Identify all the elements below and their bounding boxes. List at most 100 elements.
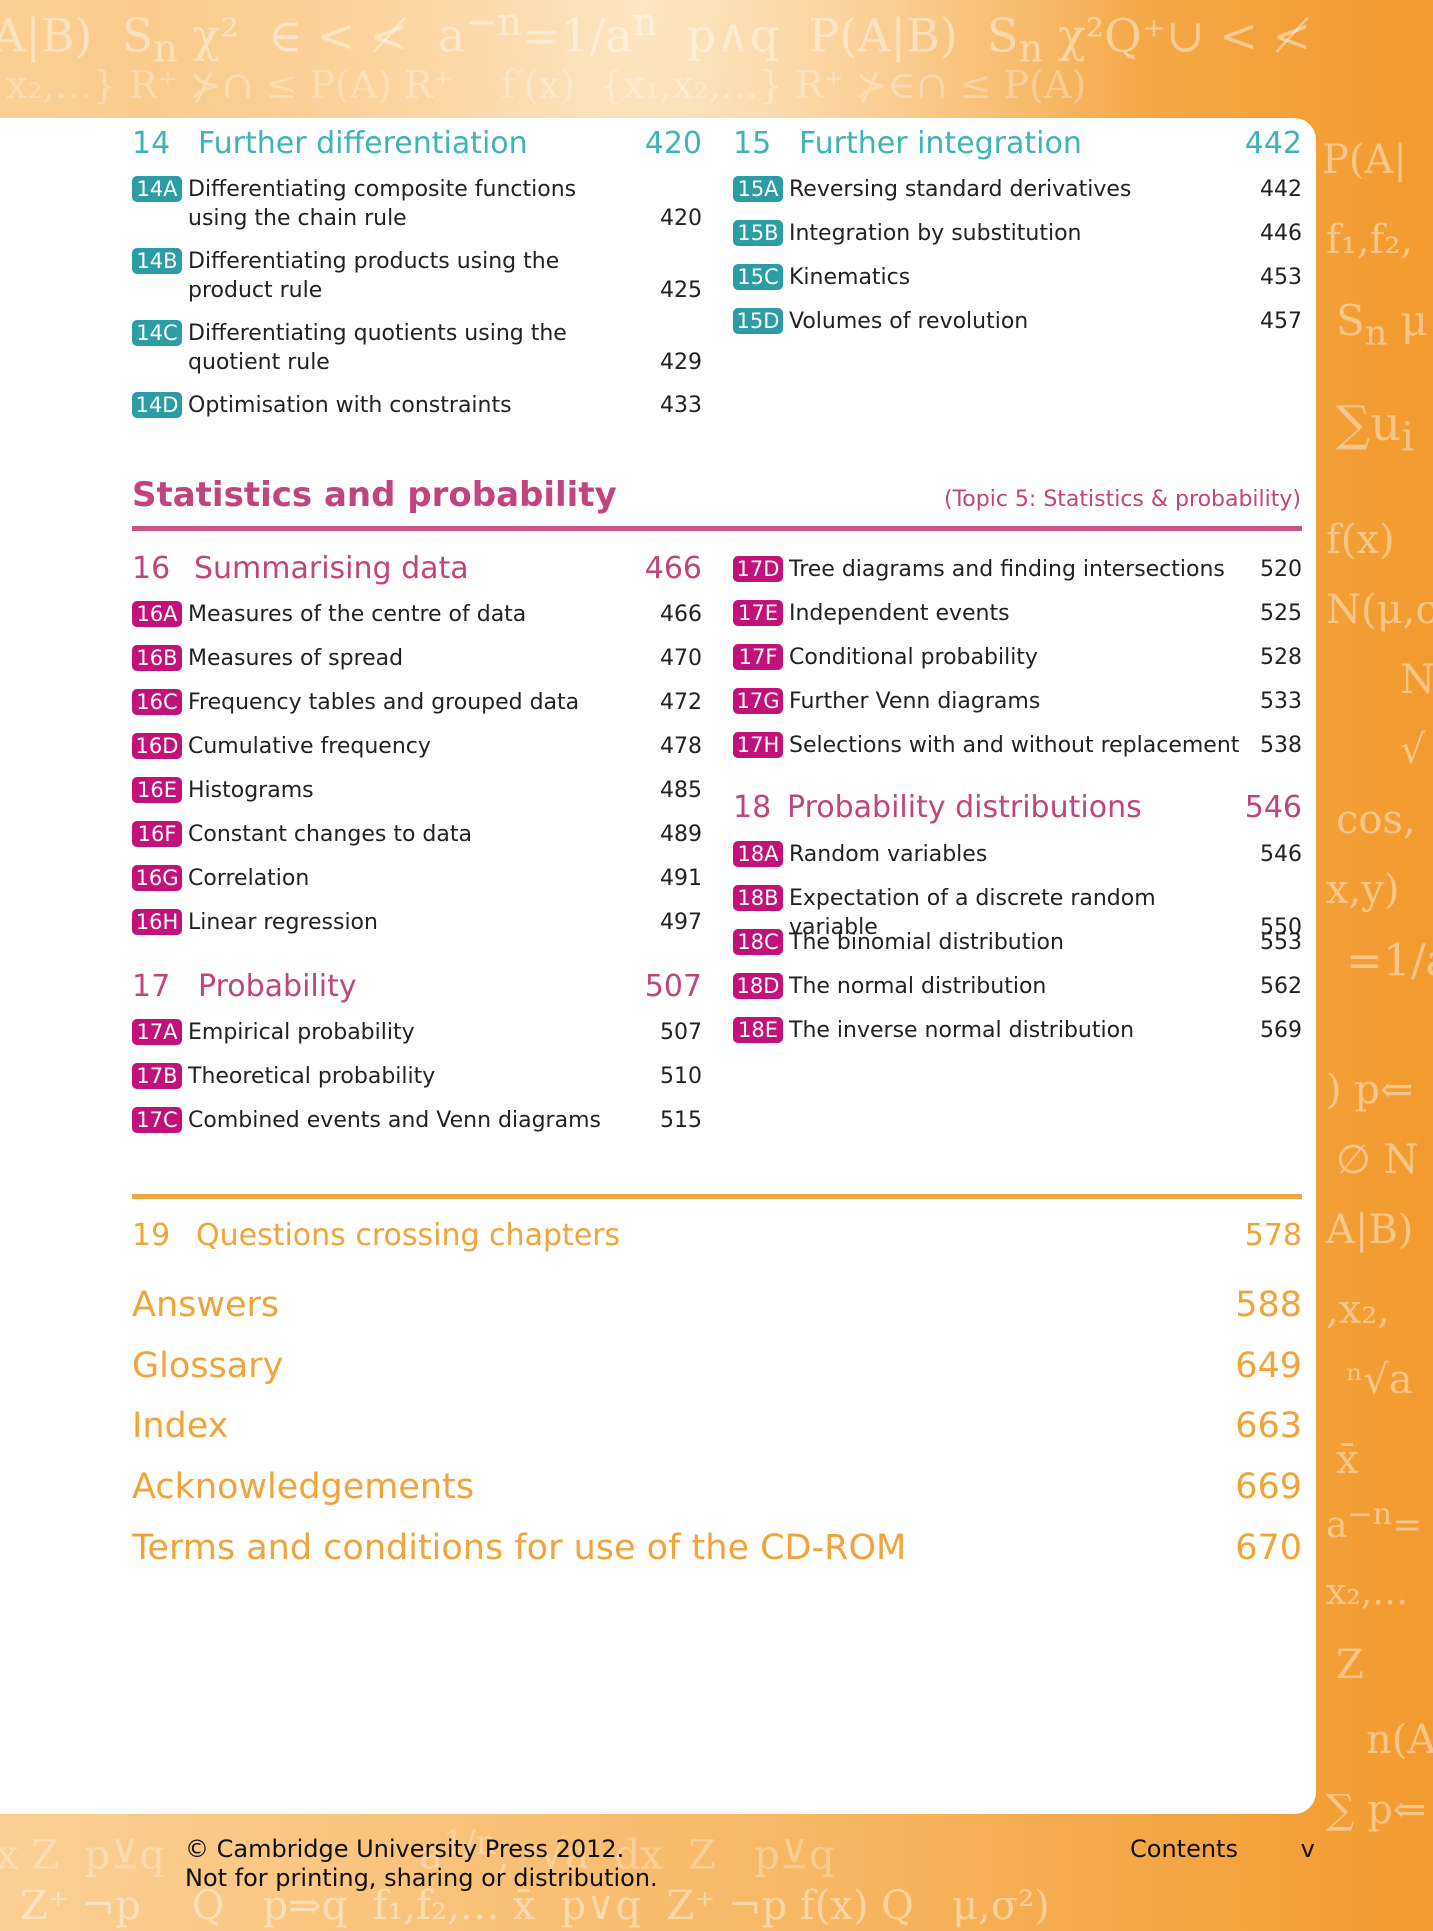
entry-title: Differentiating products using the produ… [188, 249, 560, 303]
entry-page: 510 [660, 1064, 702, 1089]
toc-entry-16d[interactable]: 16D Cumulative frequency 478 [132, 732, 702, 761]
toc-entry-15d[interactable]: 15D Volumes of revolution 457 [733, 307, 1302, 336]
chapter-title: Further integration [799, 126, 1082, 161]
entry-title: Volumes of revolution [789, 309, 1029, 334]
section-code-badge: 16C [132, 689, 182, 715]
toc-entry-14c[interactable]: 14C Differentiating quotients using the q… [132, 319, 702, 377]
section-code-badge: 16E [132, 777, 182, 803]
chapter-number: 19 [132, 1218, 171, 1253]
chapter-title: Summarising data [194, 551, 469, 586]
backmatter-page: 588 [1235, 1285, 1302, 1325]
toc-entry-16b[interactable]: 16B Measures of spread 470 [132, 644, 702, 673]
section-code-badge: 16F [132, 821, 182, 847]
backmatter-index[interactable]: Index 663 [132, 1409, 1302, 1444]
toc-entry-17f[interactable]: 17F Conditional probability 528 [733, 643, 1302, 672]
entry-title: Selections with and without replacement [789, 733, 1240, 758]
backmatter-glossary[interactable]: Glossary 649 [132, 1349, 1302, 1384]
distribution-notice: Not for printing, sharing or distributio… [185, 1864, 658, 1892]
backmatter-acknowledgements[interactable]: Acknowledgements 669 [132, 1470, 1302, 1505]
chapter-19-heading[interactable]: 19 Questions crossing chapters 578 [132, 1221, 1302, 1251]
section-code-badge: 17D [733, 556, 783, 582]
chapter-16-heading[interactable]: 16 Summarising data 466 [132, 554, 702, 584]
toc-entry-16g[interactable]: 16G Correlation 491 [132, 864, 702, 893]
toc-entry-17h[interactable]: 17H Selections with and without replaceme… [733, 731, 1302, 760]
entry-page: 515 [660, 1108, 702, 1133]
entry-page: 520 [1260, 557, 1302, 582]
toc-entry-14d[interactable]: 14D Optimisation with constraints 433 [132, 391, 702, 420]
chapter-18-heading[interactable]: 18 Probability distributions 546 [733, 793, 1302, 823]
entry-page: 470 [660, 646, 702, 671]
running-head: Contents [1130, 1835, 1238, 1863]
toc-entry-15a[interactable]: 15A Reversing standard derivatives 442 [733, 175, 1302, 204]
entry-page: 420 [660, 206, 702, 231]
chapter-17-heading[interactable]: 17 Probability 507 [132, 972, 702, 1002]
chapter-number: 18 [733, 790, 772, 825]
section-code-badge: 18C [733, 929, 783, 955]
entry-title: Measures of spread [188, 646, 404, 671]
backmatter-title: Acknowledgements [132, 1467, 475, 1507]
entry-page: 546 [1260, 842, 1302, 867]
entry-title: Differentiating composite functions usin… [188, 177, 577, 231]
section-code-badge: 17B [132, 1063, 182, 1089]
chapter-title: Probability [198, 969, 357, 1004]
toc-entry-16e[interactable]: 16E Histograms 485 [132, 776, 702, 805]
toc-entry-18d[interactable]: 18D The normal distribution 562 [733, 972, 1302, 1001]
toc-entry-18e[interactable]: 18E The inverse normal distribution 569 [733, 1016, 1302, 1045]
entry-page: 466 [660, 602, 702, 627]
entry-title: Further Venn diagrams [789, 689, 1041, 714]
toc-entry-16a[interactable]: 16A Measures of the centre of data 466 [132, 600, 702, 629]
backmatter-divider [132, 1194, 1302, 1199]
backmatter-answers[interactable]: Answers 588 [132, 1288, 1302, 1323]
toc-entry-17a[interactable]: 17A Empirical probability 507 [132, 1018, 702, 1047]
toc-entry-16f[interactable]: 16F Constant changes to data 489 [132, 820, 702, 849]
toc-entry-15c[interactable]: 15C Kinematics 453 [733, 263, 1302, 292]
page-number: v [1300, 1835, 1315, 1863]
entry-page: 425 [660, 278, 702, 303]
toc-entry-17d[interactable]: 17D Tree diagrams and finding intersectio… [733, 555, 1302, 584]
entry-title: Histograms [188, 778, 314, 803]
entry-page: 446 [1260, 221, 1302, 246]
entry-page: 442 [1260, 177, 1302, 202]
entry-title: The inverse normal distribution [789, 1018, 1135, 1043]
entry-title: Constant changes to data [188, 822, 472, 847]
entry-title: Kinematics [789, 265, 911, 290]
toc-entry-17g[interactable]: 17G Further Venn diagrams 533 [733, 687, 1302, 716]
toc-entry-17e[interactable]: 17E Independent events 525 [733, 599, 1302, 628]
entry-page: 533 [1260, 689, 1302, 714]
entry-page: 491 [660, 866, 702, 891]
entry-title: Differentiating quotients using the quot… [188, 321, 567, 375]
section-code-badge: 14A [132, 176, 182, 202]
toc-entry-18c[interactable]: 18C The binomial distribution 553 [733, 928, 1302, 957]
chapter-page: 420 [644, 126, 702, 161]
entry-page: 562 [1260, 974, 1302, 999]
entry-title: Integration by substitution [789, 221, 1082, 246]
section-code-badge: 17A [132, 1019, 182, 1045]
section-code-badge: 18E [733, 1017, 783, 1043]
toc-entry-16h[interactable]: 16H Linear regression 497 [132, 908, 702, 937]
chapter-number: 14 [132, 126, 171, 161]
chapter-page: 442 [1244, 126, 1302, 161]
toc-entry-17c[interactable]: 17C Combined events and Venn diagrams 515 [132, 1106, 702, 1135]
toc-entry-17b[interactable]: 17B Theoretical probability 510 [132, 1062, 702, 1091]
section-code-badge: 16G [132, 865, 182, 891]
section-code-badge: 14D [132, 392, 182, 418]
backmatter-title: Index [132, 1406, 229, 1446]
section-code-badge: 15B [733, 220, 783, 246]
toc-entry-14b[interactable]: 14B Differentiating products using the pr… [132, 247, 702, 305]
entry-title: Optimisation with constraints [188, 393, 512, 418]
toc-entry-18b[interactable]: 18B Expectation of a discrete random vari… [733, 884, 1302, 942]
section-code-badge: 16H [132, 909, 182, 935]
chapter-15-heading[interactable]: 15 Further integration 442 [733, 129, 1302, 159]
section-topic: (Topic 5: Statistics & probability) [944, 487, 1301, 512]
toc-entry-16c[interactable]: 16C Frequency tables and grouped data 472 [132, 688, 702, 717]
toc-entry-15b[interactable]: 15B Integration by substitution 446 [733, 219, 1302, 248]
entry-page: 538 [1260, 733, 1302, 758]
entry-page: 457 [1260, 309, 1302, 334]
footer-copyright: © Cambridge University Press 2012. Not f… [185, 1835, 658, 1893]
entry-page: 433 [660, 393, 702, 418]
toc-entry-18a[interactable]: 18A Random variables 546 [733, 840, 1302, 869]
chapter-14-heading[interactable]: 14 Further differentiation 420 [132, 129, 702, 159]
toc-entry-14a[interactable]: 14A Differentiating composite functions u… [132, 175, 702, 233]
backmatter-title: Terms and conditions for use of the CD-R… [132, 1528, 907, 1568]
backmatter-terms[interactable]: Terms and conditions for use of the CD-R… [132, 1531, 1302, 1566]
